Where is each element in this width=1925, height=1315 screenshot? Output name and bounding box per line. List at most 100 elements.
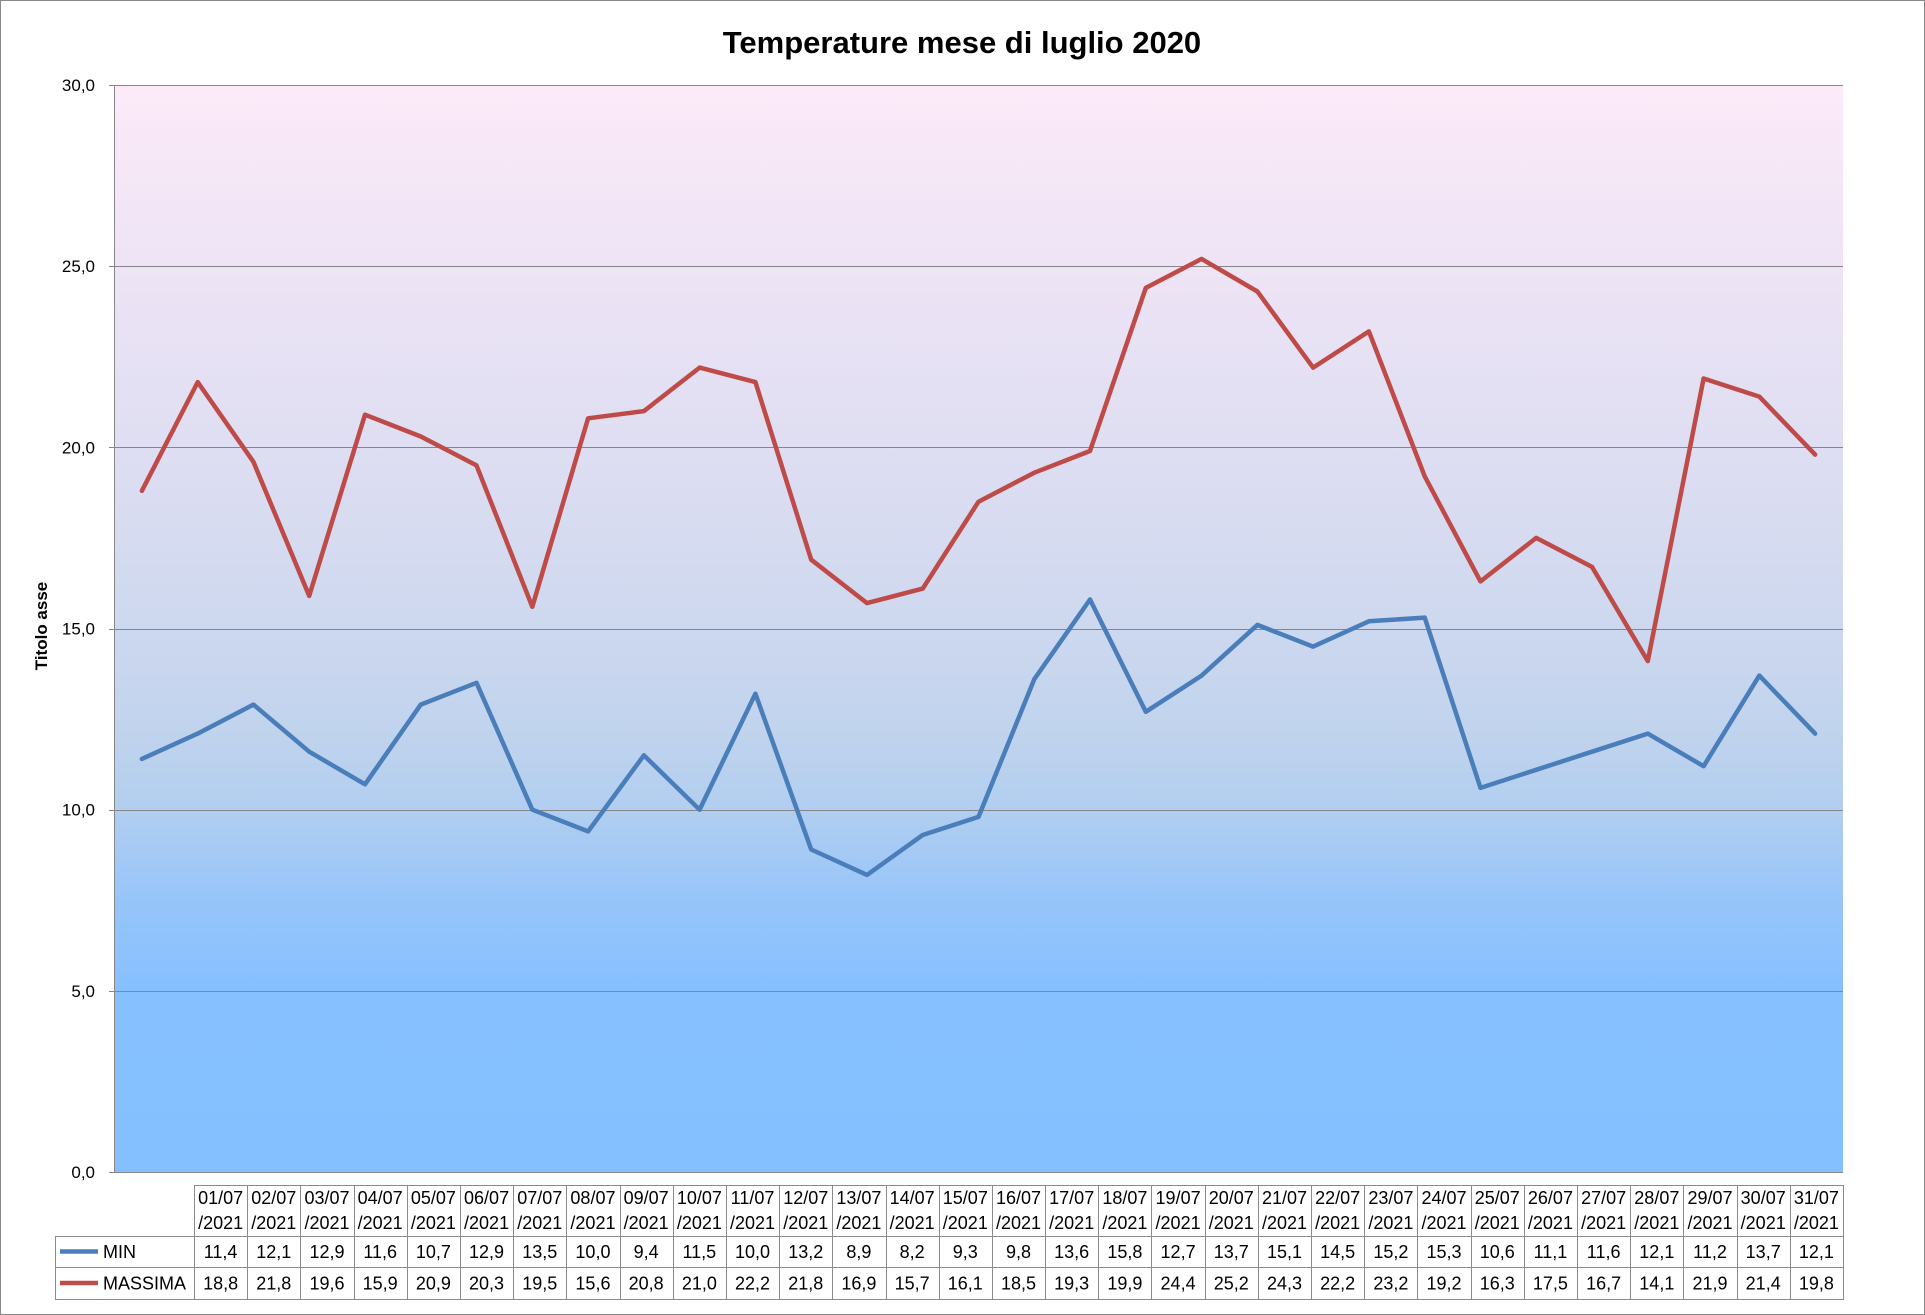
data-point-min [1590,749,1595,754]
table-header-date-line: /2021 [996,1213,1041,1233]
table-header-date: 11/07/2021 [730,1188,775,1233]
table-cell-massima: 16,3 [1480,1274,1515,1294]
table-header-date-line: 04/07 [358,1188,403,1208]
table-cell-min: 13,2 [788,1242,823,1262]
data-point-massima [1422,474,1427,479]
table-cell-massima: 19,5 [522,1274,557,1294]
table-cell-massima: 25,2 [1214,1274,1249,1294]
data-point-min [307,749,312,754]
table-cell-massima: 18,5 [1001,1274,1036,1294]
table-header-date: 07/07/2021 [517,1188,562,1233]
data-point-massima [586,416,591,421]
table-header-date: 03/07/2021 [304,1188,349,1233]
table-header-date-line: /2021 [1262,1213,1307,1233]
data-point-min [1255,622,1260,627]
table-header-date-line: /2021 [1315,1213,1360,1233]
table-header-date-line: 22/07 [1315,1188,1360,1208]
table-cell-min: 9,8 [1006,1242,1031,1262]
table-header-date: 25/07/2021 [1475,1188,1520,1233]
table-header-date-line: /2021 [1102,1213,1147,1233]
table-cell-min: 11,2 [1693,1242,1727,1262]
table-header-date-line: 07/07 [517,1188,562,1208]
table-cell-massima: 21,0 [682,1274,717,1294]
table-cell-min: 13,7 [1214,1242,1249,1262]
table-header-date-line: /2021 [624,1213,669,1233]
table-cell-min: 11,4 [204,1242,238,1262]
y-tick-label: 20,0 [62,438,95,457]
table-header-date: 19/07/2021 [1156,1188,1201,1233]
table-header-date: 13/07/2021 [836,1188,881,1233]
data-point-min [586,829,591,834]
table-cell-min: 12,1 [1639,1242,1674,1262]
table-cell-massima: 19,9 [1107,1274,1142,1294]
data-point-massima [809,557,814,562]
table-cell-massima: 20,8 [629,1274,664,1294]
table-header-date: 12/07/2021 [783,1188,828,1233]
data-point-massima [1534,535,1539,540]
data-point-min [976,814,981,819]
table-header-date: 06/07/2021 [464,1188,509,1233]
data-point-min [1534,767,1539,772]
table-header-date-line: /2021 [1581,1213,1626,1233]
table-cell-min: 13,5 [522,1242,557,1262]
table-cell-massima: 22,2 [1320,1274,1355,1294]
table-header-date-line: 05/07 [411,1188,456,1208]
table-header-date: 21/07/2021 [1262,1188,1307,1233]
table-header-date-line: 13/07 [836,1188,881,1208]
table-header-date: 05/07/2021 [411,1188,456,1233]
data-point-min [753,691,758,696]
table-header-date-line: 16/07 [996,1188,1041,1208]
table-cell-min: 15,3 [1427,1242,1462,1262]
y-axis-ticks: 0,0 5,0 10,0 15,0 20,0 25,0 30,0 [62,76,114,1182]
table-cell-min: 11,1 [1534,1242,1568,1262]
data-table: 01/07/2021 02/07/2021 03/07/2021 04/07/2021… [55,1185,1844,1300]
table-cell-min: 10,0 [575,1242,610,1262]
table-header-date: 15/07/2021 [943,1188,988,1233]
table-header-date: 08/07/2021 [570,1188,615,1233]
data-point-massima [1701,376,1706,381]
data-point-min [362,782,367,787]
table-cell-massima: 16,9 [841,1274,876,1294]
table-header-date-line: 06/07 [464,1188,509,1208]
table-cell-massima: 20,3 [469,1274,504,1294]
table-header-date-line: 02/07 [251,1188,296,1208]
table-header-date: 18/07/2021 [1102,1188,1147,1233]
table-cell-massima: 16,7 [1586,1274,1621,1294]
data-point-min [251,702,256,707]
y-tick-label: 5,0 [71,982,95,1001]
table-header-date: 09/07/2021 [624,1188,669,1233]
table-header-date-line: 15/07 [943,1188,988,1208]
table-header-date-line: /2021 [570,1213,615,1233]
table-header-date: 26/07/2021 [1528,1188,1573,1233]
table-header-date-line: 11/07 [731,1188,775,1208]
data-point-massima [1255,289,1260,294]
table-header-date-line: /2021 [890,1213,935,1233]
data-point-min [1143,709,1148,714]
table-cell-massima: 18,8 [203,1274,238,1294]
table-header-date: 01/07/2021 [198,1188,243,1233]
table-header-date: 28/07/2021 [1634,1188,1679,1233]
table-header-date: 17/07/2021 [1049,1188,1094,1233]
table-cell-massima: 16,1 [948,1274,983,1294]
legend-label-min: MIN [103,1242,136,1262]
table-header-date-line: /2021 [783,1213,828,1233]
table-cell-massima: 17,5 [1533,1274,1568,1294]
table-header-date: 22/07/2021 [1315,1188,1360,1233]
data-point-min [809,847,814,852]
data-point-massima [1757,394,1762,399]
table-header-date-line: 12/07 [783,1188,828,1208]
data-point-massima [864,601,869,606]
axes [114,85,1843,1173]
chart-title: Temperature mese di luglio 2020 [723,25,1201,60]
table-header-date-line: /2021 [1049,1213,1094,1233]
table-header-date: 10/07/2021 [677,1188,722,1233]
data-point-massima [251,459,256,464]
table-cell-min: 15,1 [1267,1242,1302,1262]
table-cell-min: 9,3 [953,1242,978,1262]
data-point-min [418,702,423,707]
table-cell-massima: 19,6 [309,1274,344,1294]
table-cell-min: 10,7 [416,1242,451,1262]
data-point-massima [1478,579,1483,584]
table-cell-massima: 14,1 [1639,1274,1674,1294]
table-header-date-line: 01/07 [198,1188,243,1208]
